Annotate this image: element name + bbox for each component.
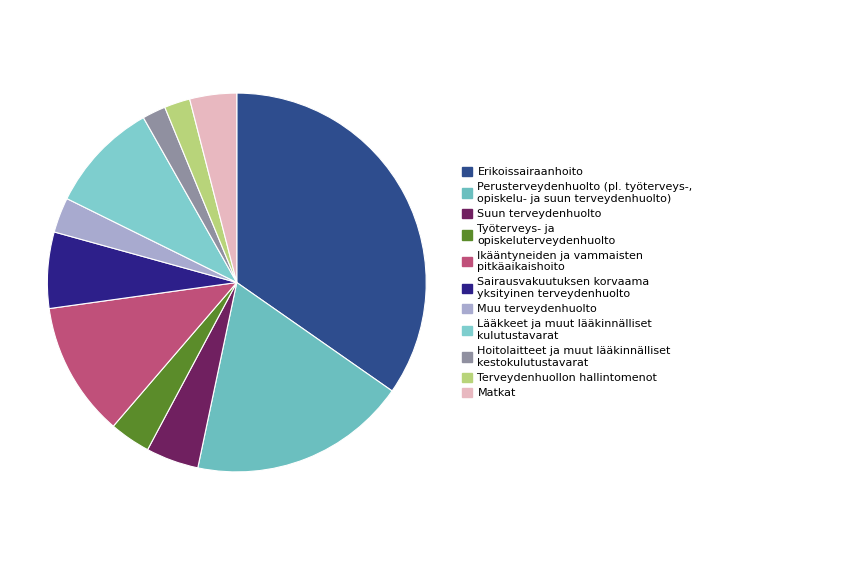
Wedge shape — [144, 107, 237, 282]
Wedge shape — [147, 282, 237, 468]
Wedge shape — [54, 199, 237, 282]
Wedge shape — [198, 282, 392, 472]
Wedge shape — [237, 93, 426, 391]
Legend: Erikoissairaanhoito, Perusterveydenhuolto (pl. työterveys-,
opiskelu- ja suun te: Erikoissairaanhoito, Perusterveydenhuolt… — [461, 167, 693, 398]
Wedge shape — [67, 118, 237, 282]
Wedge shape — [47, 232, 237, 308]
Wedge shape — [114, 282, 237, 450]
Wedge shape — [189, 93, 237, 282]
Wedge shape — [49, 282, 237, 426]
Wedge shape — [164, 99, 237, 282]
